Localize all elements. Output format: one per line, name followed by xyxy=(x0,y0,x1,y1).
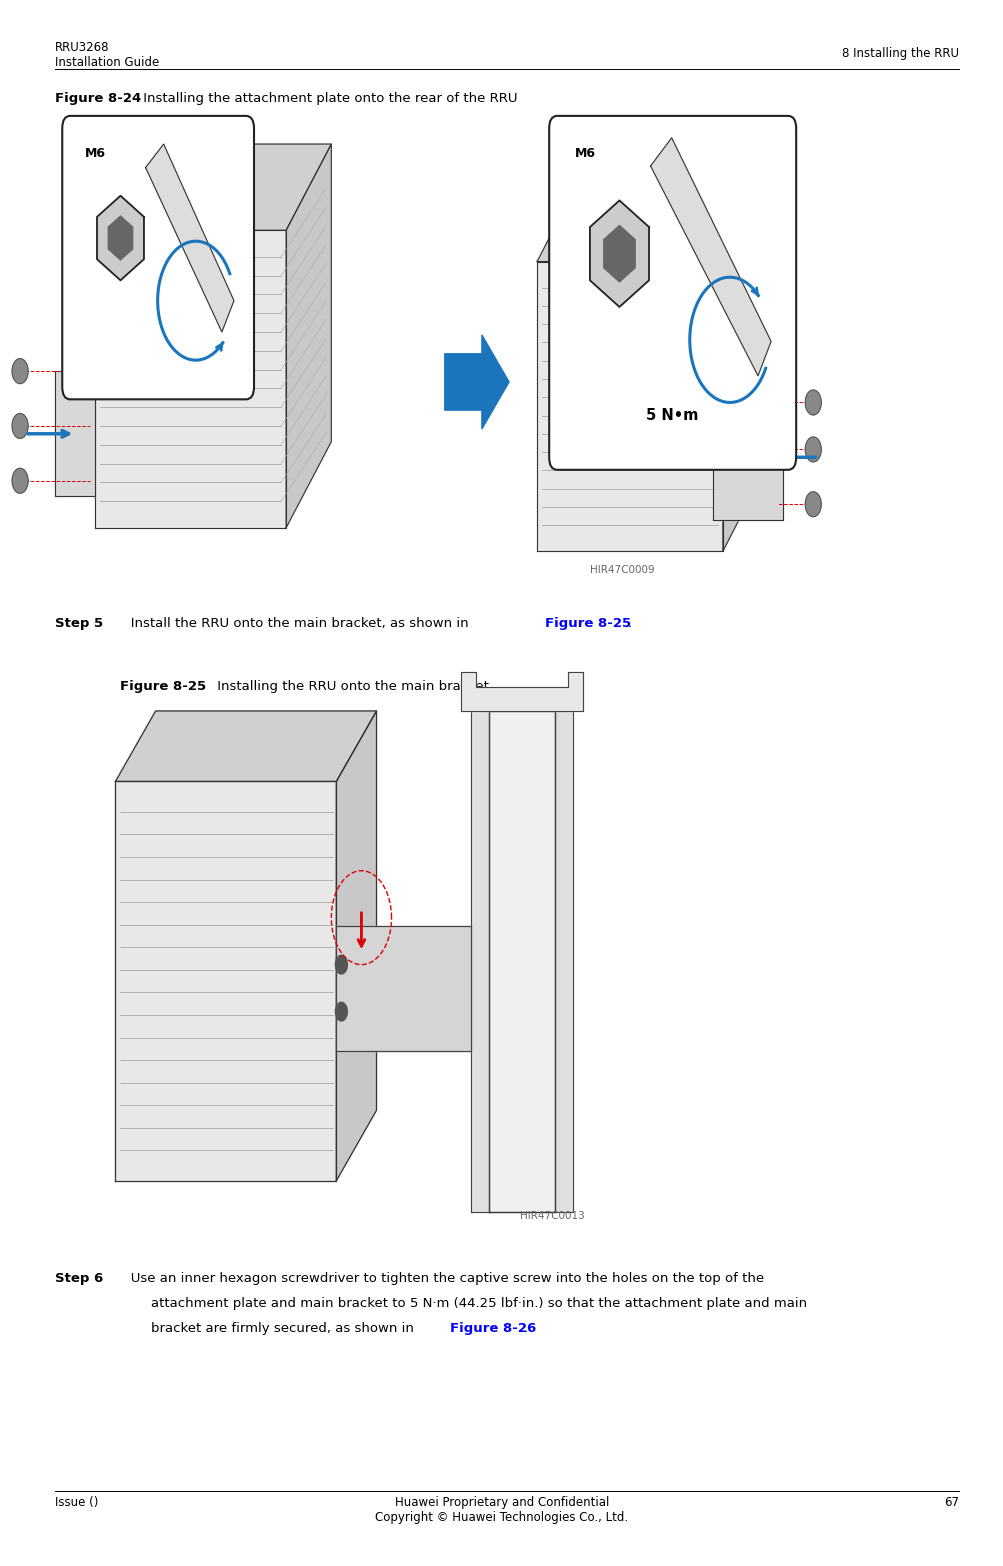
Text: Step 6: Step 6 xyxy=(55,1272,103,1284)
Text: Issue (): Issue () xyxy=(55,1496,98,1508)
FancyBboxPatch shape xyxy=(549,116,795,470)
Text: M6: M6 xyxy=(85,147,106,160)
Polygon shape xyxy=(650,138,770,376)
Text: M6: M6 xyxy=(575,147,596,160)
Polygon shape xyxy=(95,144,331,230)
Polygon shape xyxy=(537,183,762,262)
Polygon shape xyxy=(12,468,28,493)
Polygon shape xyxy=(444,335,509,429)
Polygon shape xyxy=(97,196,143,280)
Text: .: . xyxy=(627,617,631,630)
Text: 67: 67 xyxy=(943,1496,958,1508)
Text: 5 N•m: 5 N•m xyxy=(646,407,698,423)
Polygon shape xyxy=(115,781,336,1181)
Text: Installing the RRU onto the main bracket: Installing the RRU onto the main bracket xyxy=(213,680,488,692)
Polygon shape xyxy=(335,1002,347,1021)
Text: .: . xyxy=(524,1322,528,1334)
Text: Figure 8-26: Figure 8-26 xyxy=(449,1322,536,1334)
Polygon shape xyxy=(489,711,554,1212)
Text: Figure 8-25: Figure 8-25 xyxy=(545,617,631,630)
Polygon shape xyxy=(554,711,572,1212)
Polygon shape xyxy=(95,230,286,528)
Polygon shape xyxy=(804,492,820,517)
Polygon shape xyxy=(55,371,95,496)
Polygon shape xyxy=(590,200,648,307)
Text: Step 5: Step 5 xyxy=(55,617,103,630)
Text: Copyright © Huawei Technologies Co., Ltd.: Copyright © Huawei Technologies Co., Ltd… xyxy=(375,1511,628,1524)
Text: HIR47C0009: HIR47C0009 xyxy=(590,565,654,575)
Text: Install the RRU onto the main bracket, as shown in: Install the RRU onto the main bracket, a… xyxy=(118,617,472,630)
Text: Figure 8-24: Figure 8-24 xyxy=(55,92,141,105)
Polygon shape xyxy=(537,262,722,551)
Text: Installing the attachment plate onto the rear of the RRU: Installing the attachment plate onto the… xyxy=(138,92,517,105)
Text: attachment plate and main bracket to 5 N·m (44.25 lbf·in.) so that the attachmen: attachment plate and main bracket to 5 N… xyxy=(150,1297,806,1309)
Polygon shape xyxy=(12,359,28,384)
Polygon shape xyxy=(471,711,489,1212)
Text: Figure 8-25: Figure 8-25 xyxy=(120,680,207,692)
Text: RRU3268: RRU3268 xyxy=(55,41,109,53)
Polygon shape xyxy=(286,144,331,528)
Polygon shape xyxy=(804,390,820,415)
FancyBboxPatch shape xyxy=(62,116,254,399)
Text: HIR47C0013: HIR47C0013 xyxy=(520,1212,584,1221)
Text: 8 Installing the RRU: 8 Installing the RRU xyxy=(841,47,958,60)
Polygon shape xyxy=(804,437,820,462)
Polygon shape xyxy=(722,183,762,551)
Polygon shape xyxy=(335,955,347,974)
Polygon shape xyxy=(712,395,782,520)
Polygon shape xyxy=(108,216,132,260)
Polygon shape xyxy=(336,711,376,1181)
Polygon shape xyxy=(115,711,376,781)
Polygon shape xyxy=(336,926,471,1051)
Text: Installation Guide: Installation Guide xyxy=(55,56,159,69)
Polygon shape xyxy=(12,413,28,438)
Text: Use an inner hexagon screwdriver to tighten the captive screw into the holes on : Use an inner hexagon screwdriver to tigh… xyxy=(118,1272,764,1284)
Text: Huawei Proprietary and Confidential: Huawei Proprietary and Confidential xyxy=(394,1496,609,1508)
Polygon shape xyxy=(603,226,635,282)
Text: bracket are firmly secured, as shown in: bracket are firmly secured, as shown in xyxy=(150,1322,417,1334)
Polygon shape xyxy=(461,672,583,711)
Polygon shape xyxy=(145,144,234,332)
